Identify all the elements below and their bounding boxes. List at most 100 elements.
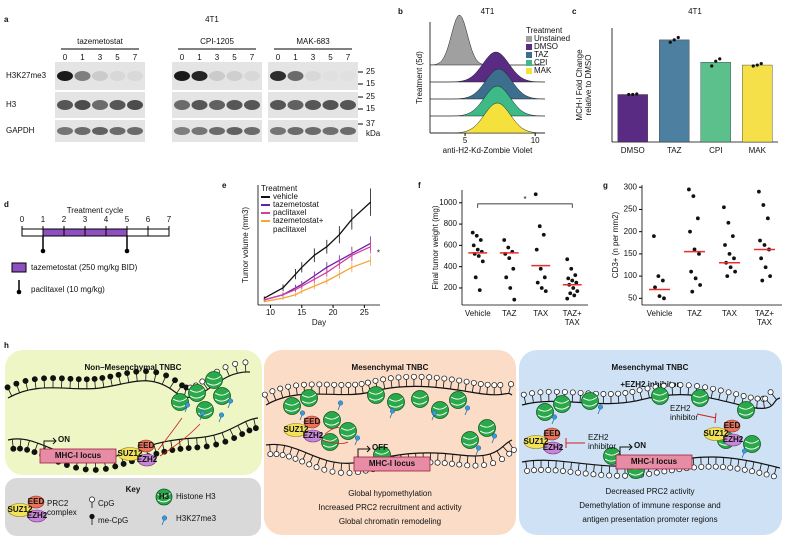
- legend-swatch: [526, 44, 532, 50]
- cpg: [529, 390, 536, 397]
- cpg-stem: [570, 462, 572, 470]
- note: antigen presentation promoter regions: [582, 515, 717, 524]
- cpg-stem: [161, 377, 166, 385]
- y-tick-label: 1000: [439, 198, 457, 207]
- cpg: [387, 375, 394, 382]
- cpg-stem: [774, 466, 777, 474]
- me-cpg: [22, 377, 29, 384]
- blot-band: [209, 71, 225, 81]
- y-axis-label: Tumor volume (mm3): [241, 207, 250, 283]
- data-point: [691, 194, 696, 199]
- data-point: [476, 254, 481, 258]
- data-point: [733, 269, 737, 274]
- nucleosome: [461, 431, 479, 449]
- data-point: [688, 229, 692, 234]
- me-cpg: [31, 449, 38, 456]
- cpg-stem: [187, 438, 189, 446]
- eed: [543, 427, 561, 441]
- legend-marker-head: [16, 289, 22, 295]
- cpg-stem: [176, 387, 181, 394]
- cpg: [301, 381, 307, 388]
- lane-label: 3: [98, 53, 103, 62]
- locus-label: MHC-I locus: [631, 457, 678, 466]
- cpg-stem: [282, 445, 286, 453]
- cpg: [756, 469, 763, 476]
- nucleosome: [411, 390, 429, 408]
- data-point: [689, 269, 694, 274]
- data-point: [535, 280, 540, 285]
- ezh2: [723, 433, 743, 447]
- nucleosome: [188, 384, 206, 402]
- h3k27me3-mark: [551, 414, 558, 420]
- cpg-stem: [221, 432, 225, 440]
- x-tick-label: TAX: [722, 309, 738, 318]
- dna-strand: [521, 393, 781, 409]
- legend-label: Unstained: [534, 34, 570, 43]
- day-label: 5: [125, 215, 130, 224]
- x-tick-label: TAZ+ TAX: [755, 309, 775, 327]
- cpg: [538, 466, 545, 473]
- data-point: [631, 92, 635, 97]
- data-point: [759, 62, 763, 66]
- blot-band: [305, 100, 321, 110]
- cpg: [490, 460, 497, 467]
- me-cpg: [4, 384, 11, 391]
- cpg-stem: [213, 435, 216, 443]
- bar: [617, 94, 648, 143]
- locus-state: OFF: [372, 443, 388, 452]
- nucleosome: [478, 419, 496, 437]
- x-tick-label: 5: [463, 136, 468, 145]
- marker-label: 25: [366, 92, 375, 101]
- cpg-stem: [302, 452, 307, 460]
- h3k27me3-mark: [337, 400, 344, 406]
- data-point: [539, 286, 544, 290]
- data-point: [693, 276, 698, 281]
- me-cpg: [239, 431, 246, 437]
- lane-label: 7: [133, 53, 138, 62]
- me-cpg: [163, 372, 170, 379]
- cpg-stem: [508, 441, 513, 448]
- h3k27me3-mark: [161, 515, 168, 521]
- nucleosome: [339, 422, 357, 440]
- cpg: [313, 464, 320, 471]
- x-tick-label: TAZ: [687, 309, 702, 318]
- eed: [723, 419, 741, 433]
- mark-stem: [354, 439, 358, 446]
- cpg: [346, 469, 353, 476]
- blot-band: [74, 127, 91, 135]
- cpg-stem: [457, 383, 460, 391]
- blot-band: [209, 100, 225, 110]
- nucleosome-wrap: [301, 393, 317, 404]
- data-point: [695, 216, 700, 221]
- me-cpg: [31, 376, 38, 383]
- x-tick-label: TAZ: [502, 309, 517, 318]
- day-label: 0: [20, 215, 25, 224]
- day-label: 3: [83, 215, 88, 224]
- me-cpg: [120, 460, 127, 467]
- lane-label: 0: [180, 53, 185, 62]
- inhibitor-label: EZH2 inhibitor: [670, 404, 698, 422]
- mark-stem: [431, 414, 435, 421]
- nucleosome-wrap: [324, 415, 340, 426]
- key-label: Histone H3: [176, 492, 216, 501]
- cpg-stem: [118, 377, 121, 385]
- nucleosome: [449, 391, 467, 409]
- me-cpg: [83, 376, 90, 383]
- legend-title: Treatment: [526, 26, 563, 35]
- cpg: [403, 373, 410, 380]
- cpg: [338, 382, 345, 388]
- blot-band: [340, 100, 356, 110]
- cpg: [285, 383, 292, 390]
- drug-label: CPI-1205: [200, 37, 234, 46]
- note: Global chromatin remodeling: [339, 517, 441, 526]
- blot-band: [92, 100, 108, 110]
- cpg-stem: [127, 375, 130, 383]
- data-point: [542, 275, 547, 280]
- me-cpg: [92, 466, 99, 473]
- cpg: [520, 391, 527, 398]
- blot-band: [92, 127, 108, 135]
- cpg: [352, 381, 359, 388]
- x-tick-label: Vehicle: [465, 309, 491, 318]
- h3k27me3-mark: [299, 410, 306, 416]
